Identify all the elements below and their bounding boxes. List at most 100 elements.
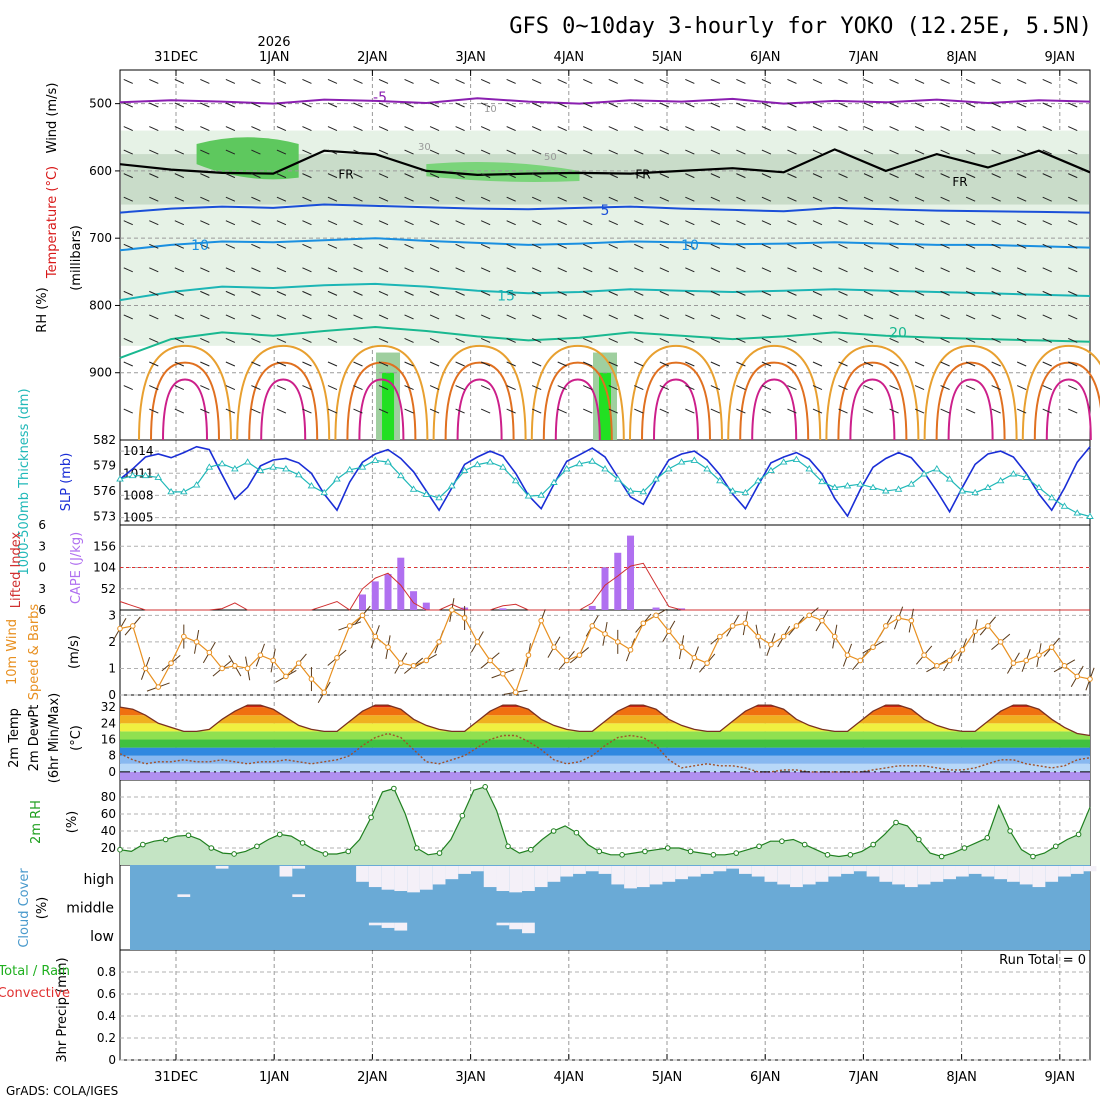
wind-barb: [506, 173, 516, 179]
precip-tick-label: 0.2: [97, 1031, 116, 1045]
wind-barb: [1042, 126, 1052, 132]
wind-barb: [378, 290, 389, 296]
wind-speed-point: [168, 660, 174, 666]
wind-barb: [455, 290, 465, 296]
thickness-point: [192, 481, 201, 488]
wind-speed-point: [295, 660, 302, 666]
wind-speed-point: [1010, 660, 1017, 666]
wind-barb: [634, 196, 644, 202]
wind-barb: [608, 267, 618, 273]
wind-barb: [276, 314, 287, 320]
wind-speed-point: [359, 612, 366, 619]
wind-barb: [200, 385, 210, 391]
wind-barb: [480, 243, 491, 249]
credit-label: GrADS: COLA/IGES: [6, 1084, 118, 1098]
wind-barb: [429, 196, 440, 202]
thickness-point: [588, 457, 597, 464]
temp-band: [120, 755, 1090, 764]
wind-barb: [302, 337, 312, 343]
run-total-label: Run Total = 0: [999, 953, 1086, 968]
wind-barb: [761, 314, 772, 320]
wind-speed-point: [1087, 676, 1093, 682]
date-label-bottom: 5JAN: [652, 1070, 683, 1085]
wind-speed-point: [653, 612, 659, 619]
rh-contour-label: 10: [484, 104, 497, 115]
wind-barb: [914, 78, 925, 84]
wind-speed-point: [819, 617, 825, 624]
wind-barb: [353, 385, 363, 391]
low-level-isotherm: [751, 378, 798, 441]
wind-barb: [123, 267, 133, 273]
wind-barb: [302, 126, 312, 132]
date-label-top: 1JAN: [259, 50, 290, 65]
cloud-high-bar: [790, 866, 803, 888]
low-level-isotherm: [837, 361, 908, 441]
rh-point: [801, 841, 808, 848]
wind-speed-point: [334, 655, 340, 661]
wind-barb: [736, 243, 746, 249]
wind-barb: [149, 102, 159, 108]
wind-barb: [685, 102, 695, 108]
wind-barb: [200, 220, 210, 226]
temp-tick-label: 8: [108, 749, 116, 763]
wind-barb: [429, 220, 440, 226]
wind-barb: [991, 78, 1001, 84]
wind-barb: [174, 126, 185, 132]
wind-barb: [787, 78, 797, 84]
cape-bar: [359, 594, 366, 610]
wind-barb: [225, 337, 236, 343]
wind-speed-point: [844, 652, 851, 658]
wind-barb: [276, 149, 287, 155]
wind-barb: [480, 290, 491, 296]
wind-barb: [914, 337, 925, 343]
ylabel-cloud-cover: Cloud Cover: [17, 868, 32, 948]
date-label-top: 31DEC: [154, 50, 198, 65]
wind-barb: [812, 337, 823, 343]
wind-barb: [1068, 267, 1078, 273]
wind-barb: [965, 220, 976, 226]
wind-barb: [1042, 243, 1052, 249]
wind-barb: [838, 290, 848, 296]
temp-band: [120, 747, 1090, 756]
thickness-point: [358, 463, 367, 470]
thickness-point: [320, 488, 329, 496]
wind-barb: [276, 361, 287, 367]
wind-barb: [276, 196, 287, 202]
wind-barb: [225, 385, 236, 391]
cloud-high-bar: [853, 866, 867, 872]
wind-barb: [659, 337, 670, 343]
thickness-point: [971, 488, 979, 496]
wind-barb: [1016, 173, 1027, 179]
wind-speed-point: [627, 647, 634, 653]
thickness-point: [716, 476, 724, 484]
wind-speed-point: [755, 633, 761, 640]
wind-barb: [404, 243, 414, 249]
rh-point: [299, 840, 306, 846]
wind-barb: [327, 173, 338, 179]
wind-barb: [940, 361, 950, 367]
wind-barb: [200, 408, 210, 414]
wind-barb: [149, 243, 159, 249]
wind-barb: [327, 314, 338, 320]
wind-barb: [838, 220, 848, 226]
wind-barb: [506, 361, 516, 367]
ylabel-cloud-units: (%): [35, 897, 50, 920]
thickness-point: [409, 485, 418, 492]
wind-barb: [531, 314, 542, 320]
wind-barb: [480, 102, 491, 108]
thickness-point: [384, 458, 392, 465]
wind-barb: [1042, 290, 1052, 296]
cloud-high-bar: [802, 866, 816, 885]
wind-barb: [353, 102, 363, 108]
wind-barb: [480, 385, 491, 391]
wind-barb: [838, 126, 848, 132]
date-label-top: 4JAN: [554, 50, 585, 65]
wind-barb: [149, 361, 159, 367]
wind-speed-point: [946, 657, 953, 664]
wind-speed-point: [346, 623, 353, 629]
wind-barb: [659, 290, 670, 296]
ylabel-convective: Convective: [0, 986, 70, 1001]
wind-barb: [812, 267, 823, 273]
wind-barb: [174, 337, 185, 343]
cloud-high-bar: [483, 866, 497, 888]
